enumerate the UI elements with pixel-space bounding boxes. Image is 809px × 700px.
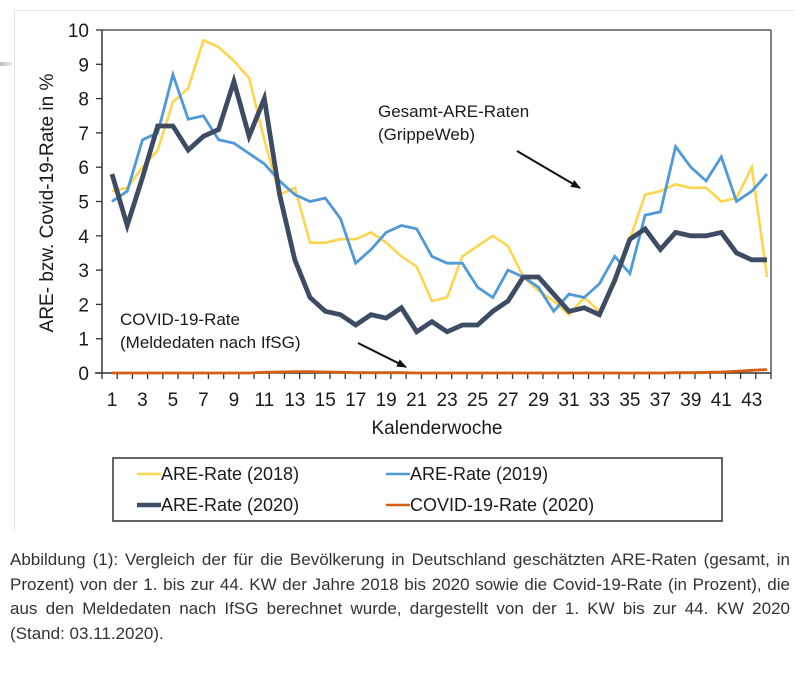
x-tick-label: 3 xyxy=(137,390,148,411)
series-line-are-2019 xyxy=(111,69,769,314)
legend-label-covid: COVID-19-Rate (2020) xyxy=(410,495,594,515)
x-tick-label: 39 xyxy=(680,390,701,411)
x-tick-label: 5 xyxy=(168,390,179,411)
y-axis-title: ARE- bzw. Covid-19-Rate in % xyxy=(37,74,58,333)
x-tick-label: 9 xyxy=(229,390,240,411)
annotation-covid-arrow xyxy=(357,342,407,368)
side-tab-decoration xyxy=(0,62,12,66)
figure-frame xyxy=(14,10,795,531)
x-tick-label: 19 xyxy=(376,390,397,411)
x-tick-label: 41 xyxy=(711,390,732,411)
annotation-are-line-2: (GrippeWeb) xyxy=(378,125,475,144)
x-tick-label: 43 xyxy=(741,390,762,411)
y-tick-label: 3 xyxy=(78,261,89,282)
y-tick-label: 9 xyxy=(78,55,89,76)
y-tick-label: 2 xyxy=(78,295,89,316)
x-tick-label: 17 xyxy=(345,390,366,411)
series-line-are-2020 xyxy=(109,72,767,336)
x-tick-label: 1 xyxy=(107,390,118,411)
annotation-covid-line-2: (Meldedaten nach IfSG) xyxy=(120,333,300,352)
y-tick-label: 1 xyxy=(78,330,89,351)
legend-label-2020: ARE-Rate (2020) xyxy=(161,495,299,515)
annotation-are-line-1: Gesamt-ARE-Raten xyxy=(378,102,529,121)
x-tick-label: 15 xyxy=(315,390,336,411)
x-tick-label: 25 xyxy=(467,390,488,411)
annotation-are-arrow xyxy=(516,150,581,189)
x-tick-label: 23 xyxy=(437,390,458,411)
figure-caption: Abbildung (1): Vergleich der für die Bev… xyxy=(10,550,790,643)
legend-box xyxy=(112,457,723,522)
x-tick-label: 7 xyxy=(198,390,209,411)
series-layer xyxy=(109,38,769,375)
x-tick-label: 29 xyxy=(528,390,549,411)
legend: ARE-Rate (2018) ARE-Rate (2019) ARE-Rate… xyxy=(112,457,723,522)
x-axis-title: Kalenderwoche xyxy=(372,418,503,439)
x-tick-label: 35 xyxy=(619,390,640,411)
y-tick-label: 10 xyxy=(68,21,89,42)
legend-label-2018: ARE-Rate (2018) xyxy=(161,464,299,484)
x-tick-label: 37 xyxy=(650,390,671,411)
series-line-are-2018 xyxy=(111,38,769,317)
y-tick-label: 6 xyxy=(78,158,89,179)
x-tick-label: 13 xyxy=(284,390,305,411)
y-tick-label: 5 xyxy=(78,193,89,214)
x-tick-label: 11 xyxy=(254,390,274,411)
series-line-covid-2020 xyxy=(112,368,768,375)
x-tick-label: 33 xyxy=(589,390,610,411)
y-tick-label: 8 xyxy=(78,90,89,111)
x-tick-label: 27 xyxy=(497,390,518,411)
y-tick-label: 4 xyxy=(78,227,89,248)
x-tick-label: 31 xyxy=(558,390,579,411)
y-tick-label: 7 xyxy=(78,124,89,145)
x-tick-label: 21 xyxy=(406,390,427,411)
y-tick-label: 0 xyxy=(78,364,89,385)
legend-label-2019: ARE-Rate (2019) xyxy=(410,464,548,484)
annotation-covid-line-1: COVID-19-Rate xyxy=(120,310,240,329)
